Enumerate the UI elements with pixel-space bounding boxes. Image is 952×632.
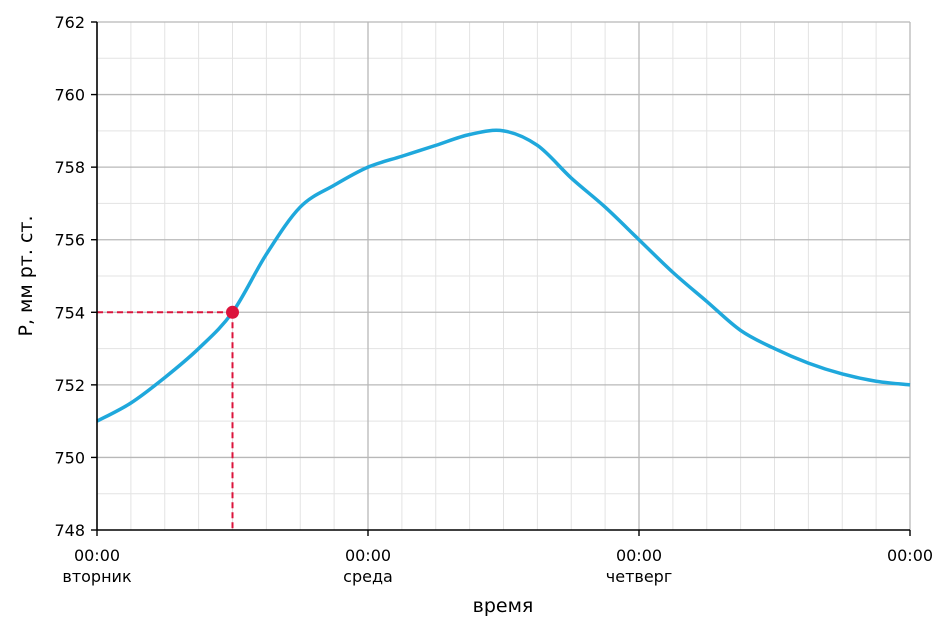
y-tick-label: 758: [54, 158, 85, 177]
x-tick-time: 00:00: [345, 546, 391, 565]
minor-grid: [97, 22, 910, 530]
x-tick-time: 00:00: [616, 546, 662, 565]
x-tick-time: 00:00: [74, 546, 120, 565]
x-tick-day: среда: [343, 567, 393, 586]
y-tick-label: 762: [54, 13, 85, 32]
y-tick-label: 752: [54, 376, 85, 395]
y-axis-title: P, мм рт. ст.: [15, 215, 37, 336]
x-tick-day: четверг: [606, 567, 672, 586]
axes: [91, 21, 911, 536]
y-tick-label: 760: [54, 86, 85, 105]
x-tick-time: 00:00: [887, 546, 933, 565]
tick-labels: 748 750 752 754 756 758 760 762 00:00 вторник 00:0…: [54, 13, 933, 586]
y-tick-label: 750: [54, 448, 85, 467]
x-axis-title: время: [473, 595, 534, 617]
highlight-point: [226, 305, 239, 319]
x-tick-day: вторник: [62, 567, 132, 586]
series-layer: [96, 128, 911, 423]
y-tick-label: 756: [54, 231, 85, 250]
y-tick-label: 748: [54, 521, 85, 540]
highlight-guides: [97, 311, 234, 530]
y-tick-label: 754: [54, 303, 85, 322]
